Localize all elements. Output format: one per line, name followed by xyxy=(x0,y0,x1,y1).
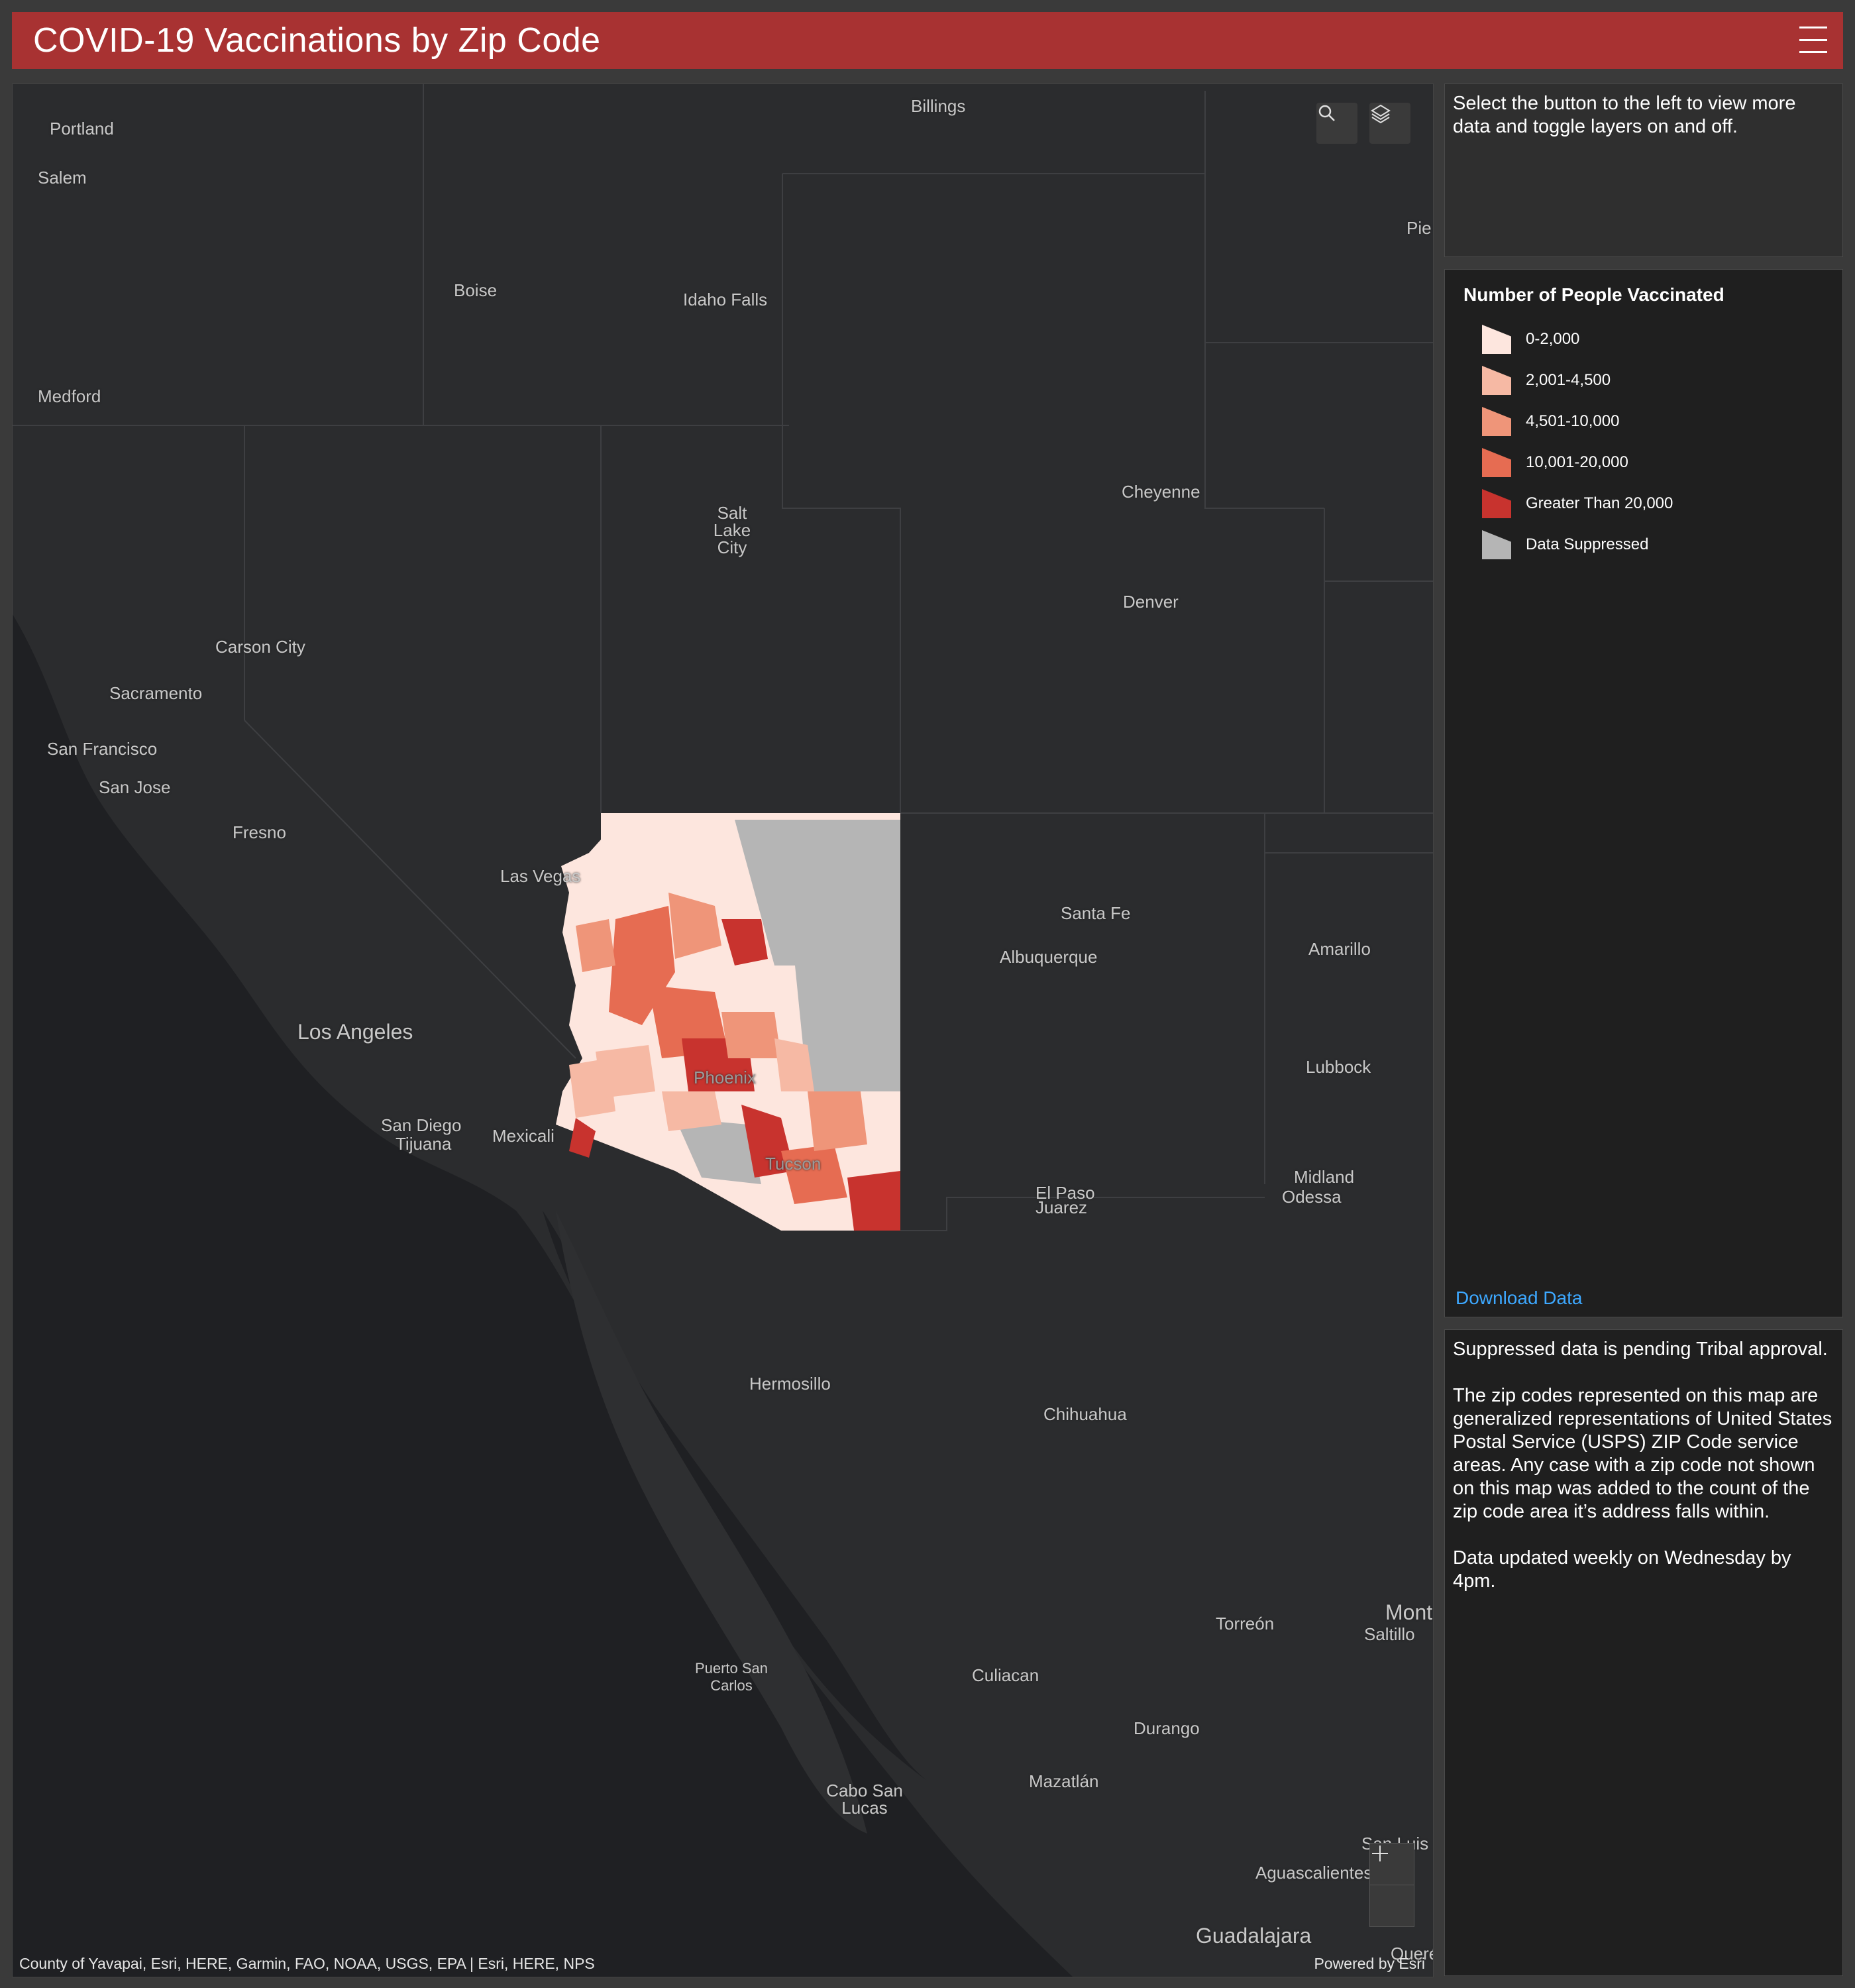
place-label: Phoenix xyxy=(694,1068,756,1087)
place-label: Durango xyxy=(1134,1718,1200,1738)
legend-label: 0-2,000 xyxy=(1526,330,1580,348)
menu-icon[interactable] xyxy=(1799,27,1827,53)
place-label: Puerto San Carlos xyxy=(694,1660,768,1694)
legend-label: 4,501-10,000 xyxy=(1526,412,1620,430)
place-label: Hermosillo xyxy=(749,1374,831,1394)
map-attribution[interactable]: County of Yavapai, Esri, HERE, Garmin, F… xyxy=(19,1955,595,1972)
place-label: San Diego xyxy=(381,1115,462,1135)
place-label: Fresno xyxy=(233,822,286,842)
layers-button[interactable] xyxy=(1369,103,1410,144)
legend-label: Data Suppressed xyxy=(1526,535,1649,553)
place-label: Las Vegas xyxy=(500,866,581,886)
map-view[interactable]: Portland Salem Billings Boise Idaho Fall… xyxy=(12,83,1434,1977)
search-button[interactable] xyxy=(1316,103,1357,144)
legend-label: 2,001-4,500 xyxy=(1526,371,1611,389)
place-label: Saltillo xyxy=(1364,1624,1415,1644)
place-label: Mazatlán xyxy=(1029,1771,1099,1791)
powered-by-esri[interactable]: Powered by Esri xyxy=(1314,1955,1425,1972)
place-label: El Paso xyxy=(1035,1183,1095,1203)
place-label: Pie xyxy=(1406,218,1432,238)
search-icon xyxy=(1318,105,1335,121)
legend-panel: Number of People Vaccinated 0-2,000 2,00… xyxy=(1444,269,1843,1317)
place-label: Denver xyxy=(1123,592,1179,612)
suppressed-note: Suppressed data is pending Tribal approv… xyxy=(1453,1339,1828,1360)
place-label: Tijuana xyxy=(396,1134,452,1154)
place-label: Salt Lake City xyxy=(713,503,751,557)
legend-swatch xyxy=(1482,366,1511,395)
info-panel: Select the button to the left to view mo… xyxy=(1444,83,1843,257)
place-label: Los Angeles xyxy=(297,1020,413,1044)
legend-item: 2,001-4,500 xyxy=(1463,360,1824,401)
place-label: Aguascalientes xyxy=(1255,1863,1373,1883)
zoom-out-button[interactable] xyxy=(1370,1853,1414,1926)
place-label: Cheyenne xyxy=(1122,482,1200,502)
legend-label: 10,001-20,000 xyxy=(1526,453,1628,471)
place-label: Portland xyxy=(50,119,114,138)
legend-item: Greater Than 20,000 xyxy=(1463,483,1824,524)
place-label: Sacramento xyxy=(109,683,203,703)
place-label: Odessa xyxy=(1282,1187,1342,1207)
page-title: COVID-19 Vaccinations by Zip Code xyxy=(33,21,601,60)
legend-swatch xyxy=(1482,325,1511,354)
place-label: Salem xyxy=(38,168,87,188)
baja-peninsula xyxy=(556,1211,867,1834)
place-label: Guadalajara xyxy=(1196,1924,1312,1948)
layers-icon xyxy=(1371,104,1391,124)
pacific-ocean xyxy=(13,614,1073,1977)
place-label: Queré xyxy=(1391,1944,1433,1963)
place-label: Santa Fe xyxy=(1061,903,1131,923)
place-label: Tucson xyxy=(765,1154,822,1174)
zip-code-note: The zip codes represented on this map ar… xyxy=(1453,1385,1832,1522)
legend-item: 4,501-10,000 xyxy=(1463,401,1824,442)
place-label: Mexicali xyxy=(492,1126,555,1146)
state-boundaries xyxy=(13,84,1433,1231)
legend-swatch xyxy=(1482,530,1511,559)
legend-label: Greater Than 20,000 xyxy=(1526,494,1673,512)
info-text: Select the button to the left to view mo… xyxy=(1453,93,1796,137)
legend-swatch xyxy=(1482,489,1511,518)
legend-swatch xyxy=(1482,407,1511,436)
update-note: Data updated weekly on Wednesday by 4pm. xyxy=(1453,1547,1791,1592)
legend-title: Number of People Vaccinated xyxy=(1463,284,1724,305)
legend-item: 10,001-20,000 xyxy=(1463,442,1824,483)
notes-panel: Suppressed data is pending Tribal approv… xyxy=(1444,1329,1843,1976)
place-label: Chihuahua xyxy=(1043,1404,1127,1424)
basemap xyxy=(13,84,1433,1977)
place-label: San Francisco xyxy=(47,739,158,759)
zoom-control xyxy=(1369,1843,1414,1927)
place-label: Lubbock xyxy=(1306,1057,1371,1077)
place-label: San Jose xyxy=(99,777,171,797)
place-label: Albuquerque xyxy=(1000,947,1098,967)
place-label: Amarillo xyxy=(1308,939,1371,959)
place-label: Medford xyxy=(38,386,101,406)
legend-item: Data Suppressed xyxy=(1463,524,1824,565)
legend-item: 0-2,000 xyxy=(1463,319,1824,360)
app-header: COVID-19 Vaccinations by Zip Code xyxy=(12,12,1843,69)
place-label: Mont xyxy=(1385,1600,1433,1624)
place-label: Cabo San Lucas xyxy=(826,1781,903,1818)
place-label: Idaho Falls xyxy=(683,290,768,309)
place-label: Billings xyxy=(911,96,966,116)
place-label: Midland xyxy=(1294,1167,1355,1187)
download-data-link[interactable]: Download Data xyxy=(1456,1288,1583,1308)
place-label: Torreón xyxy=(1216,1614,1275,1633)
place-label: Juarez xyxy=(1035,1197,1088,1217)
place-label: Culiacan xyxy=(972,1665,1039,1685)
legend-swatch xyxy=(1482,448,1511,477)
arizona-zip-areas xyxy=(556,813,900,1231)
place-label: Carson City xyxy=(215,637,305,657)
minus-icon xyxy=(1372,1853,1388,1854)
place-label: Boise xyxy=(454,280,498,300)
